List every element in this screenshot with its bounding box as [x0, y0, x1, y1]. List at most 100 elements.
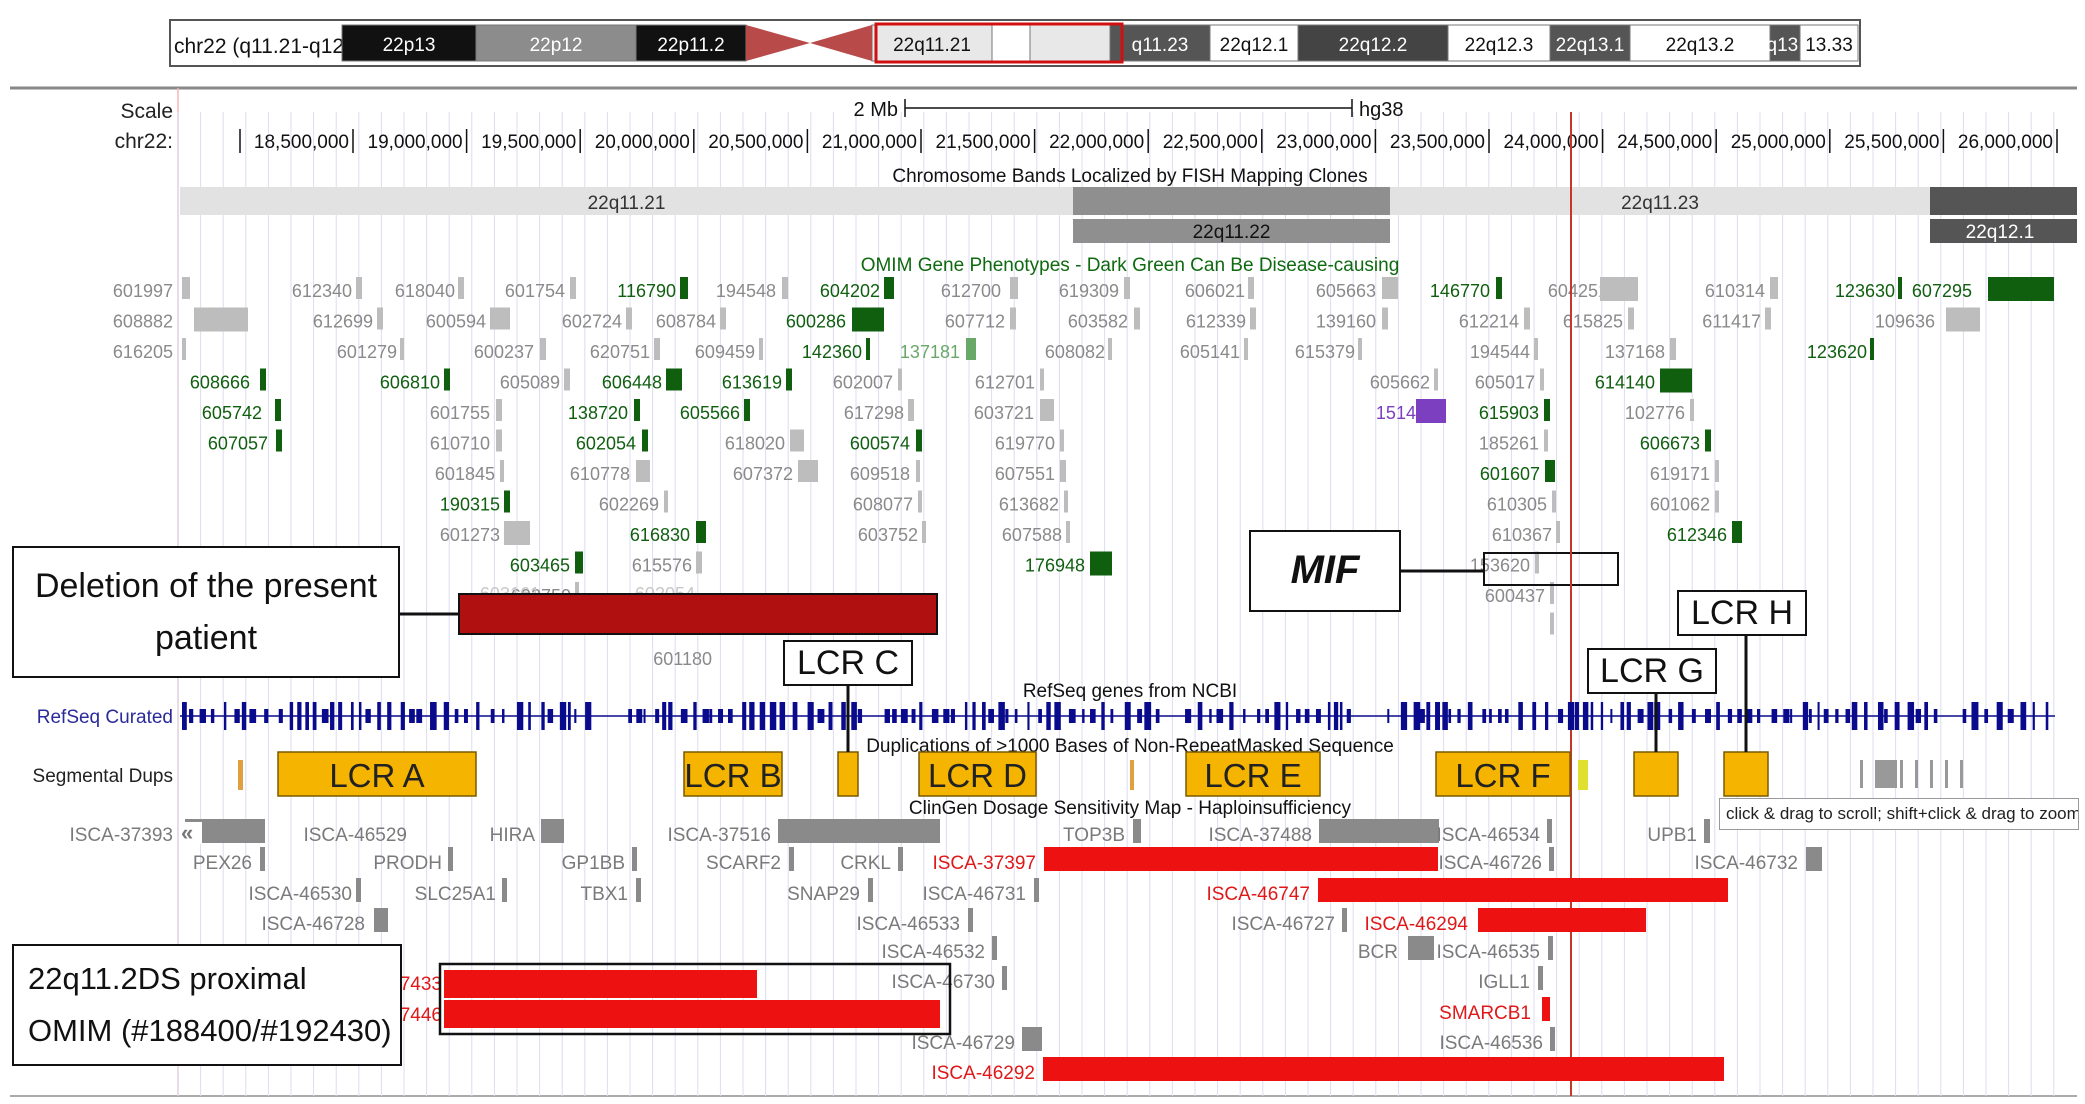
omim-entry-bar	[918, 490, 922, 513]
omim-entry-label: 606021	[1185, 281, 1245, 301]
refseq-exon	[1817, 702, 1820, 730]
refseq-exon	[1137, 709, 1143, 723]
ideogram-band-label: 22p13	[383, 35, 436, 56]
mif-omim-highlight	[1483, 552, 1619, 586]
clingen-label: ISCA-37488	[1208, 825, 1312, 846]
omim-entry-label: 601273	[440, 525, 500, 545]
omim-entry-label: 602007	[833, 373, 893, 393]
clingen-bar	[1342, 908, 1347, 932]
omim-entry-bar	[575, 551, 583, 574]
omim-entry-label: 602269	[599, 495, 659, 515]
clingen-label: ISCA-46533	[856, 914, 960, 935]
refseq-exon	[1216, 709, 1224, 723]
refseq-exon	[321, 709, 329, 723]
refseq-exon	[972, 702, 976, 730]
lcr-c-label: LCR C	[783, 640, 913, 686]
lcr-block	[1723, 751, 1769, 797]
refseq-exon	[1448, 709, 1452, 723]
omim-entry-bar	[275, 399, 281, 421]
refseq-exon	[241, 702, 247, 730]
omim-entry-bar	[1765, 307, 1771, 330]
omim-entry-bar	[852, 307, 884, 332]
refseq-exon	[1413, 702, 1421, 730]
refseq-exon	[628, 709, 633, 723]
ideogram-band	[1297, 24, 1449, 62]
omim-entry-bar	[1732, 521, 1742, 543]
clingen-bar	[1044, 847, 1438, 871]
fish-band	[1390, 187, 1930, 215]
refseq-exon	[1532, 702, 1537, 730]
clingen-bar	[1043, 1057, 1724, 1081]
omim-entry-label: 610778	[570, 464, 630, 484]
omim-entry-bar	[194, 307, 248, 332]
coord-tick-label: 24,000,000	[1504, 132, 1599, 153]
coord-tick-label: 24,500,000	[1617, 132, 1712, 153]
refseq-exon	[574, 709, 577, 723]
clingen-label: ISCA-46747	[1206, 884, 1310, 905]
refseq-exon	[312, 702, 317, 730]
omim-entry-bar	[1064, 490, 1068, 513]
refseq-exon	[1864, 702, 1868, 730]
refseq-exon	[1333, 702, 1339, 730]
browser-tooltip: click & drag to scroll; shift+click & dr…	[1719, 798, 2079, 830]
omim-entry-bar	[720, 307, 726, 330]
omim-entry-bar	[866, 338, 870, 360]
omim-entry-bar	[1010, 277, 1018, 299]
omim-entry-label: 610314	[1705, 281, 1765, 301]
omim-entry-bar	[1060, 460, 1066, 482]
clingen-bar	[448, 847, 453, 871]
fish-band-label: 22q11.23	[1621, 193, 1699, 214]
refseq-exon	[759, 702, 766, 730]
ideogram-band	[1549, 24, 1631, 62]
omim-entry-bar	[1946, 307, 1980, 332]
omim-entry-label: 137168	[1605, 342, 1665, 362]
omim-entry-label: 604202	[820, 281, 880, 301]
omim-entry-bar	[1550, 582, 1554, 604]
refseq-exon	[400, 702, 405, 730]
refseq-exon	[1835, 709, 1839, 723]
refseq-exon	[749, 702, 755, 730]
refseq-exon	[1924, 702, 1929, 730]
omim-entry-label: 618040	[395, 281, 455, 301]
refseq-exon	[1257, 709, 1261, 723]
omim-entry-label: 613619	[722, 373, 782, 393]
fish-band-label: 22q11.22	[1193, 222, 1271, 243]
refseq-exon	[1620, 702, 1625, 730]
refseq-exon	[516, 702, 524, 730]
omim-entry-label: 606673	[1640, 434, 1700, 454]
refseq-exon	[662, 702, 667, 730]
lcr-block	[1435, 751, 1571, 797]
omim-entry-bar	[1134, 307, 1140, 330]
segdup-small	[1945, 760, 1948, 788]
ideogram-view-highlight	[874, 22, 1124, 64]
refseq-exon	[1082, 709, 1085, 723]
omim-entry-label: 618020	[725, 434, 785, 454]
segdup-small	[238, 760, 243, 790]
omim-entry-bar	[626, 307, 632, 330]
ideogram-band-label: 13.33	[1805, 35, 1853, 56]
fish-band	[180, 187, 1073, 215]
centromere-right	[810, 25, 872, 61]
ideogram-label: chr22 (q11.21-q12.1)	[174, 35, 369, 58]
omim-entry-label: 610367	[1492, 525, 1552, 545]
omim-entry-bar	[790, 429, 804, 452]
segdup-small	[1900, 760, 1903, 788]
omim-entry-label: 620751	[590, 342, 650, 362]
clingen-label: HIRA	[490, 825, 536, 846]
refseq-exon	[1894, 702, 1900, 730]
omim-entry-bar	[1705, 429, 1711, 452]
omim-entry-label: 619309	[1059, 281, 1119, 301]
ideogram-band	[1029, 24, 1111, 62]
omim-entry-bar	[1248, 277, 1254, 299]
clingen-label: ISCA-37397	[932, 853, 1036, 874]
refseq-exon	[585, 702, 592, 730]
coord-tick-label: 19,500,000	[481, 132, 576, 153]
refseq-exon	[857, 709, 863, 723]
lcr-block-label: LCR B	[684, 757, 781, 794]
refseq-exon	[828, 702, 833, 730]
omim-entry-label: 123620	[1807, 342, 1867, 362]
ideogram-band-label: q11.23	[1132, 35, 1189, 56]
refseq-exon	[1339, 702, 1343, 730]
